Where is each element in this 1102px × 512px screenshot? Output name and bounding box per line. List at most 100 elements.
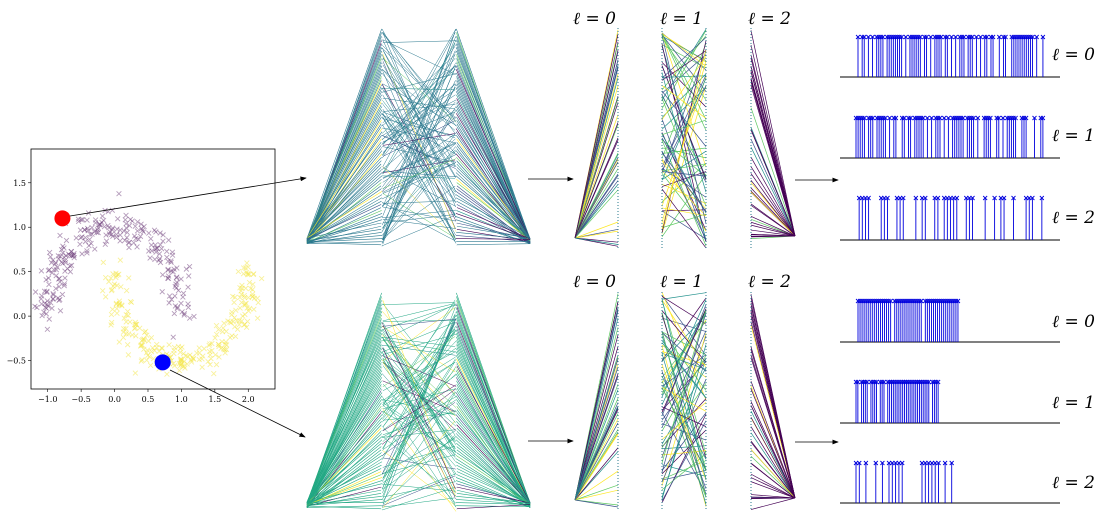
stem (885, 195, 890, 240)
scatter-point (133, 333, 139, 339)
stem (857, 298, 863, 342)
stem (1011, 115, 1016, 158)
edge (455, 470, 531, 505)
stem (863, 195, 868, 240)
edge (306, 317, 383, 503)
scatter-point (170, 360, 177, 367)
scatter-point (84, 217, 90, 223)
node (455, 434, 457, 436)
scatter-point (233, 307, 239, 314)
node (455, 159, 457, 161)
edge (455, 448, 531, 508)
node (381, 368, 383, 370)
stem (922, 379, 928, 423)
scatter-point (242, 265, 249, 271)
edge (750, 354, 796, 499)
stem (902, 379, 907, 423)
edge (381, 304, 457, 331)
edge (661, 371, 707, 489)
edge (750, 44, 796, 237)
stem (942, 460, 948, 503)
scatter-point (61, 282, 67, 289)
scatter-point (185, 284, 191, 290)
edge (381, 30, 457, 127)
scatter-point (190, 355, 196, 362)
scatter-point (250, 293, 256, 300)
edge (455, 332, 531, 504)
node (455, 170, 457, 172)
edge (750, 216, 796, 237)
edge (661, 332, 707, 372)
stem (859, 34, 865, 77)
stem (923, 298, 928, 342)
scatter-points (32, 190, 265, 377)
scatter-point (223, 346, 230, 353)
network-activation-diagram-bottom (306, 291, 531, 512)
stem (996, 34, 1002, 77)
scatter-point (151, 227, 158, 233)
query-point-red (54, 210, 71, 227)
edge (661, 170, 707, 217)
scatter-point (148, 236, 154, 242)
scatter-point (113, 274, 119, 281)
edge (455, 140, 531, 241)
node (455, 467, 457, 469)
scatter-point (110, 233, 116, 240)
edge (381, 99, 457, 194)
stem (859, 379, 864, 423)
scatter-point (232, 333, 239, 340)
edge (661, 32, 707, 120)
stem (963, 195, 969, 240)
scatter-point (102, 294, 109, 300)
edge (574, 389, 619, 501)
node (381, 232, 383, 235)
node (381, 419, 383, 422)
node (381, 437, 383, 440)
node (381, 221, 383, 224)
node (455, 82, 457, 84)
edge (381, 84, 457, 243)
node (455, 85, 457, 88)
node (381, 331, 383, 334)
stem (949, 460, 955, 503)
stem (865, 298, 871, 342)
scatter-point (129, 332, 136, 338)
edge (306, 492, 383, 507)
stem (880, 460, 885, 503)
scatter-point (58, 246, 65, 253)
stem (933, 115, 939, 158)
stem (920, 379, 926, 423)
stem (1026, 195, 1032, 240)
stem (970, 195, 975, 240)
scatter-point (109, 225, 116, 231)
edge (381, 142, 457, 180)
stem (967, 115, 972, 158)
stem (913, 34, 919, 77)
stem (870, 115, 876, 158)
stem (931, 298, 936, 342)
stem (861, 298, 867, 342)
node (381, 107, 383, 110)
edge (306, 169, 383, 241)
scatter-point (240, 265, 247, 271)
scatter-point (95, 225, 101, 231)
edge (381, 320, 457, 481)
node (455, 195, 457, 198)
stem (896, 298, 902, 342)
scatter-point (243, 324, 250, 330)
node (381, 434, 383, 436)
edge (455, 235, 531, 242)
edge (455, 357, 531, 505)
node (381, 27, 383, 29)
stem (884, 34, 890, 77)
node (455, 210, 457, 213)
edge (574, 97, 619, 239)
stem (957, 34, 963, 77)
stem (893, 34, 898, 77)
edge (661, 304, 707, 417)
stem (878, 195, 884, 240)
edge (306, 348, 383, 505)
scatter-point (144, 347, 151, 353)
edge (306, 210, 383, 243)
scatter-point (149, 345, 156, 351)
